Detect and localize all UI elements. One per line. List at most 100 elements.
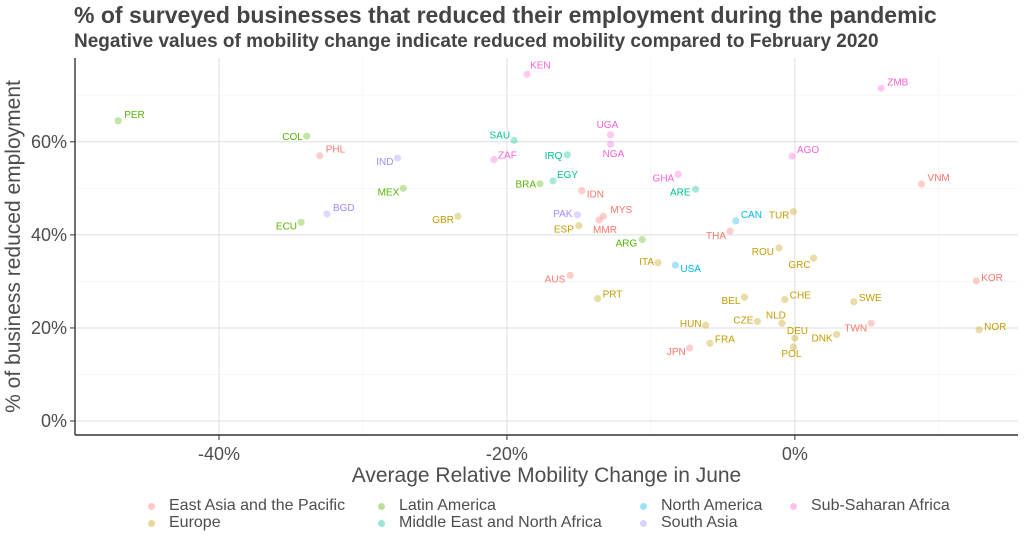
point-bra <box>536 180 544 188</box>
point-deu <box>791 334 799 342</box>
legend-label: Sub-Saharan Africa <box>811 497 950 514</box>
point-label-ken: KEN <box>530 60 551 71</box>
chart-title: % of surveyed businesses that reduced th… <box>74 2 937 28</box>
y-axis-title: % of business reduced employment <box>2 80 25 413</box>
point-label-che: CHE <box>790 291 811 302</box>
legend-label: Europe <box>169 514 221 531</box>
legend-label: East Asia and the Pacific <box>169 497 346 514</box>
point-label-col: COL <box>282 132 303 143</box>
point-label-gbr: GBR <box>432 215 454 226</box>
point-usa <box>671 261 679 269</box>
point-label-idn: IDN <box>587 190 604 201</box>
point-bgd <box>323 210 331 218</box>
point-label-usa: USA <box>680 264 701 275</box>
point-label-zaf: ZAF <box>498 150 517 161</box>
legend-label: Middle East and North Africa <box>399 514 602 531</box>
point-phl <box>316 152 324 160</box>
point-can <box>732 217 740 225</box>
y-tick-label: 40% <box>31 225 67 245</box>
point-label-mys: MYS <box>610 205 632 216</box>
point-pol <box>789 343 798 351</box>
point-label-irq: IRQ <box>545 151 563 162</box>
point-nga <box>606 140 615 148</box>
point-label-tha: THA <box>706 231 726 242</box>
point-label-cze: CZE <box>733 315 753 326</box>
legend-item-north-america: North America <box>640 497 762 515</box>
point-gbr <box>454 212 462 220</box>
point-label-kor: KOR <box>981 273 1003 284</box>
x-tick-label: -40% <box>198 444 240 464</box>
legend-swatch <box>148 519 155 527</box>
legend-swatch <box>148 502 155 510</box>
point-label-dnk: DNK <box>811 333 832 344</box>
point-label-bra: BRA <box>515 180 536 191</box>
legend-item-sub-saharan-africa: Sub-Saharan Africa <box>790 497 950 515</box>
point-zaf <box>490 155 498 164</box>
point-labels: PHL IDN MYS MMR AUS THA JPN VNM KOR TWN GBR ESP ITA P… <box>124 60 1006 360</box>
point-label-ago: AGO <box>797 145 819 156</box>
point-label-mex: MEX <box>378 187 400 198</box>
point-label-ecu: ECU <box>276 221 297 232</box>
legend-swatch <box>378 502 385 510</box>
point-egy <box>549 177 557 185</box>
point-label-grc: GRC <box>788 260 810 271</box>
legend-label: Latin America <box>399 497 496 514</box>
legend-label: South Asia <box>661 514 738 531</box>
point-sau <box>510 136 518 144</box>
point-uga <box>606 131 615 139</box>
point-cze <box>753 317 762 326</box>
point-label-egy: EGY <box>557 170 578 181</box>
point-label-gha: GHA <box>653 173 675 184</box>
legend-item-middle-east-and-north-africa: Middle East and North Africa <box>378 514 602 532</box>
point-twn <box>867 319 875 327</box>
point-label-mmr: MMR <box>593 225 617 236</box>
point-ind <box>393 154 402 162</box>
point-are <box>691 185 700 193</box>
point-ecu <box>297 218 305 226</box>
point-aus <box>566 271 574 279</box>
legend: East Asia and the Pacific Europe Latin Ame… <box>148 497 1008 537</box>
point-label-aus: AUS <box>545 274 566 285</box>
point-label-vnm: VNM <box>928 173 950 184</box>
point-label-esp: ESP <box>554 225 574 236</box>
point-ago <box>788 152 796 160</box>
point-label-rou: ROU <box>752 247 774 258</box>
point-swe <box>850 298 858 306</box>
point-label-sau: SAU <box>490 130 511 141</box>
point-label-bgd: BGD <box>333 203 355 214</box>
point-label-prt: PRT <box>603 290 623 301</box>
point-tha <box>726 227 734 235</box>
point-label-hun: HUN <box>680 319 702 330</box>
point-label-pak: PAK <box>553 209 573 220</box>
point-nor <box>975 326 983 334</box>
point-label-swe: SWE <box>859 293 882 304</box>
point-per <box>114 117 122 125</box>
point-label-arg: ARG <box>616 239 638 250</box>
point-label-fra: FRA <box>715 334 735 345</box>
point-label-twn: TWN <box>844 323 867 334</box>
point-vnm <box>917 180 926 188</box>
point-mex <box>399 184 407 192</box>
point-nld <box>778 319 786 327</box>
chart-subtitle: Negative values of mobility change indic… <box>74 31 879 52</box>
point-label-pol: POL <box>781 349 801 360</box>
point-irq <box>563 151 571 159</box>
legend-swatch <box>378 519 385 527</box>
point-label-tur: TUR <box>769 211 790 222</box>
point-rou <box>775 244 783 252</box>
point-zmb <box>877 84 885 92</box>
point-label-deu: DEU <box>787 326 808 337</box>
point-label-jpn: JPN <box>667 347 686 358</box>
point-label-ind: IND <box>376 157 393 168</box>
point-hun <box>701 321 710 329</box>
point-label-can: CAN <box>741 210 762 221</box>
point-label-zmb: ZMB <box>887 77 908 88</box>
point-label-nor: NOR <box>984 322 1006 333</box>
legend-item-south-asia: South Asia <box>640 514 738 532</box>
legend-item-europe: Europe <box>148 514 221 532</box>
point-ita <box>654 259 662 267</box>
point-label-per: PER <box>124 110 145 121</box>
point-arg <box>638 235 646 244</box>
point-prt <box>594 295 602 303</box>
